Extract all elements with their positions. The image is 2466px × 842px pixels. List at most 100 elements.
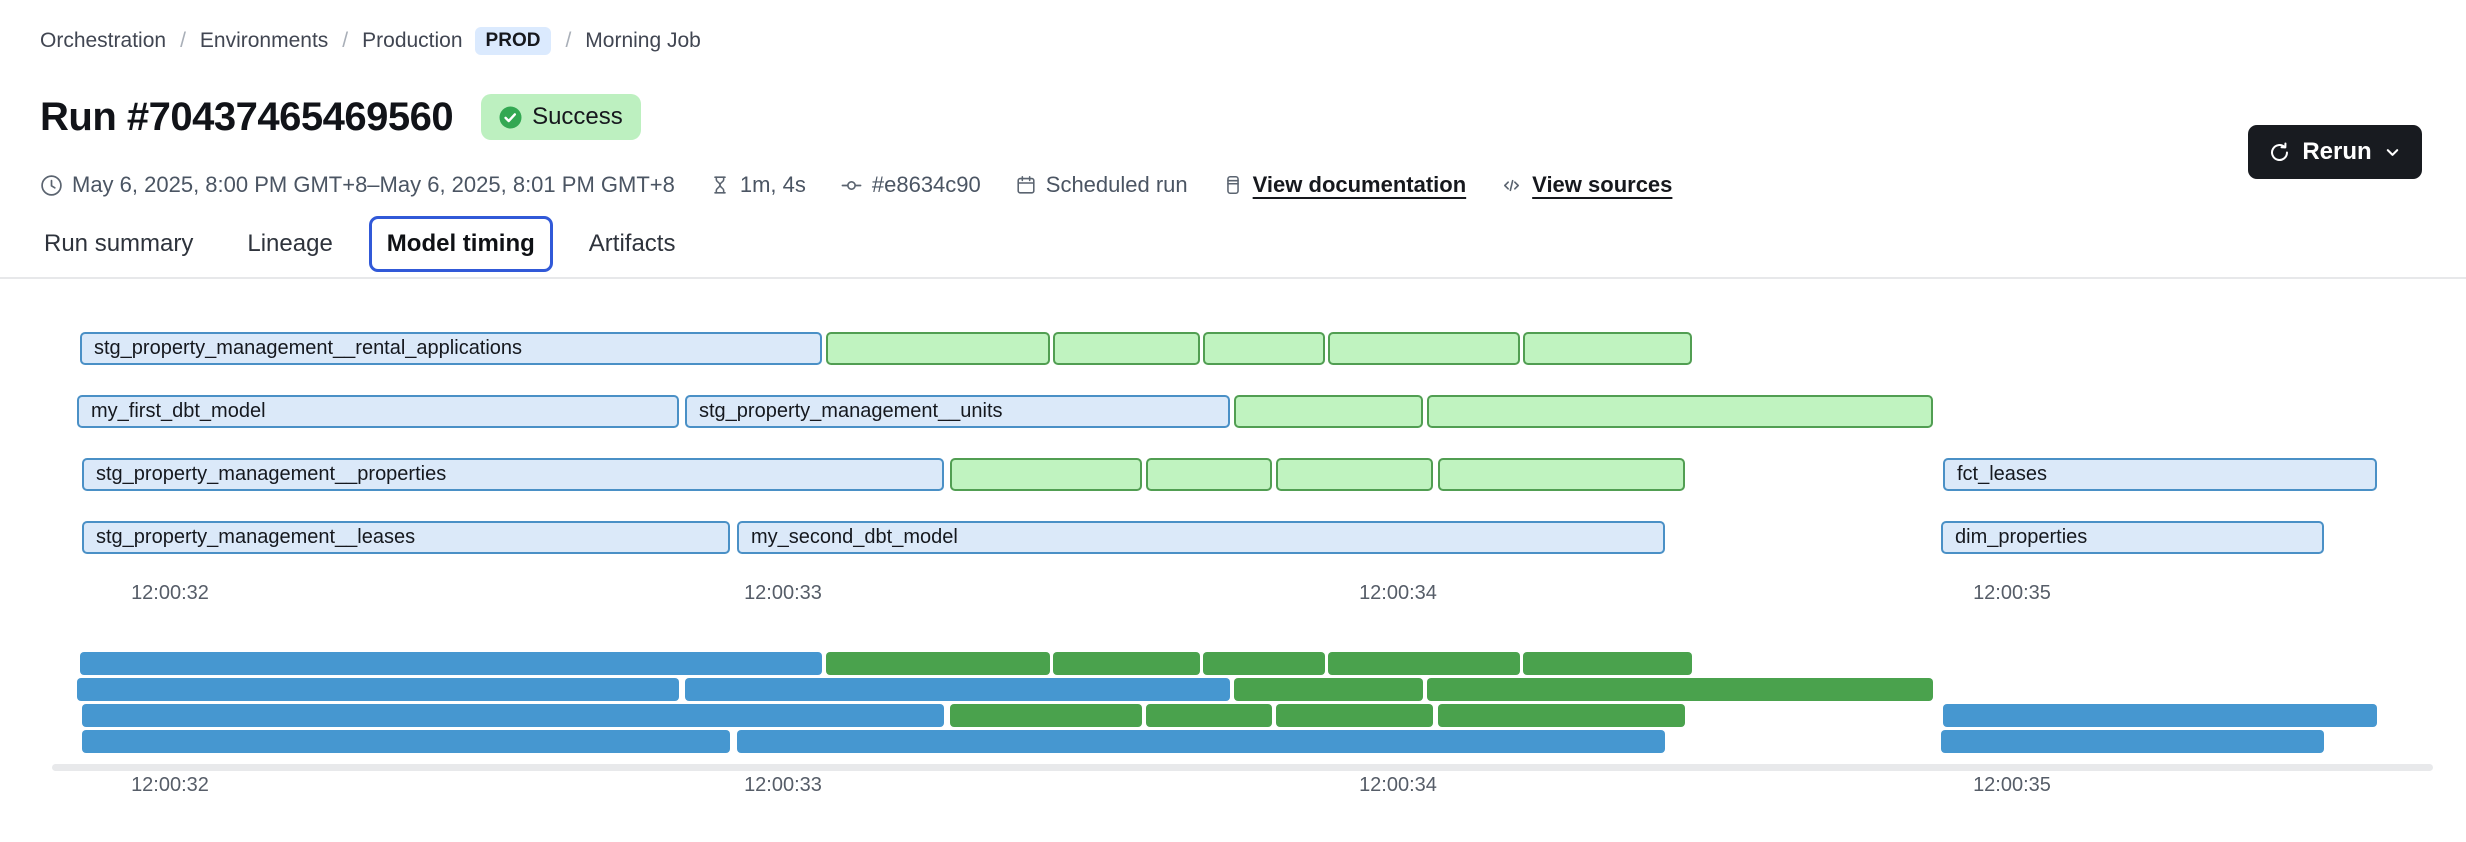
axis-tick-label: 12:00:35 [1973, 774, 2051, 796]
model-bar-label: stg_property_management__units [699, 400, 1003, 422]
timing-bar[interactable] [1427, 395, 1933, 428]
calendar-icon [1017, 175, 1035, 194]
model-bar-label: dim_properties [1955, 526, 2088, 548]
run-trigger-text: Scheduled run [1045, 172, 1188, 197]
model-bar-label: my_second_dbt_model [751, 526, 958, 548]
breadcrumb: Orchestration / Environments / Productio… [40, 27, 701, 55]
breadcrumb-production[interactable]: Production [362, 29, 463, 52]
tab-artifacts[interactable]: Artifacts [588, 230, 676, 257]
timing-bar[interactable] [1328, 332, 1520, 365]
page-title: Run #70437465469560 [40, 94, 454, 139]
breadcrumb-orchestration[interactable]: Orchestration [40, 29, 167, 52]
minimap-row [0, 652, 2466, 675]
timing-bar[interactable] [1146, 458, 1272, 491]
breadcrumb-production-group: Production PROD [362, 27, 552, 55]
status-badge-label: Success [532, 103, 623, 130]
minimap-row [0, 704, 2466, 727]
minimap-bar [1276, 704, 1433, 727]
minimap-bar [737, 730, 1665, 753]
clock-icon [41, 174, 62, 196]
run-duration: 1m, 4s [709, 172, 806, 198]
model-bar-stg_property_management__leases[interactable]: stg_property_management__leases [82, 521, 730, 554]
model-bar-label: fct_leases [1957, 463, 2048, 485]
model-bar-label: my_first_dbt_model [91, 400, 266, 422]
model-bar-fct_leases[interactable]: fct_leases [1943, 458, 2377, 491]
prod-badge: PROD [474, 27, 552, 55]
minimap-bar [950, 704, 1142, 727]
minimap-row [0, 678, 2466, 701]
minimap-bar [1053, 652, 1200, 675]
axis-tick-label: 12:00:32 [131, 582, 209, 604]
timing-bar[interactable] [1438, 458, 1685, 491]
model-bar-my_second_dbt_model[interactable]: my_second_dbt_model [737, 521, 1665, 554]
gantt-row: stg_property_management__leases my_second… [0, 521, 2466, 554]
minimap-bar [1438, 704, 1685, 727]
breadcrumb-separator: / [565, 29, 572, 52]
tab-run-summary[interactable]: Run summary [44, 230, 194, 257]
breadcrumb-environments[interactable]: Environments [199, 29, 329, 52]
timing-bar[interactable] [1053, 332, 1200, 365]
view-sources[interactable]: View sources [1500, 172, 1672, 198]
chevron-down-icon[interactable] [2383, 143, 2402, 162]
run-meta-row: May 6, 2025, 8:00 PM GMT+8–May 6, 2025, … [40, 172, 1672, 198]
axis-tick-label: 12:00:32 [131, 774, 209, 796]
minimap-bar [82, 704, 944, 727]
gantt-row: my_first_dbt_model stg_property_managemen… [0, 395, 2466, 428]
timing-bar[interactable] [1203, 332, 1325, 365]
model-bar-stg_property_management__units[interactable]: stg_property_management__units [685, 395, 1230, 428]
timing-axis: 12:00:32 12:00:33 12:00:34 12:00:35 [0, 582, 2466, 606]
model-timing-chart: stg_property_management__rental_applicat… [0, 332, 2466, 562]
run-time-range-text: May 6, 2025, 8:00 PM GMT+8–May 6, 2025, … [72, 172, 675, 197]
model-bar-label: stg_property_management__rental_applicat… [94, 337, 523, 359]
timing-minimap[interactable] [0, 652, 2466, 756]
minimap-bar [1234, 678, 1423, 701]
minimap-bar [1328, 652, 1520, 675]
minimap-bar [77, 678, 679, 701]
check-circle-icon [499, 106, 522, 128]
timing-bar[interactable] [1523, 332, 1692, 365]
minimap-axis: 12:00:32 12:00:33 12:00:34 12:00:35 [0, 774, 2466, 798]
minimap-bar [1203, 652, 1325, 675]
minimap-bar [1146, 704, 1272, 727]
view-documentation-link[interactable]: View documentation [1252, 172, 1467, 197]
commit-hash: #e8634c90 [840, 172, 981, 198]
hourglass-icon [714, 176, 726, 194]
model-bar-label: stg_property_management__properties [96, 463, 447, 485]
minimap-bar [1941, 730, 2324, 753]
model-bar-stg_property_management__rental_applications[interactable]: stg_property_management__rental_applicat… [80, 332, 822, 365]
run-trigger: Scheduled run [1015, 172, 1188, 198]
view-documentation[interactable]: View documentation [1222, 172, 1467, 198]
title-row: Run #70437465469560 Success [40, 94, 641, 140]
minimap-bar [82, 730, 730, 753]
minimap-bar [685, 678, 1230, 701]
axis-tick-label: 12:00:35 [1973, 582, 2051, 604]
model-bar-my_first_dbt_model[interactable]: my_first_dbt_model [77, 395, 679, 428]
timing-bar[interactable] [1276, 458, 1433, 491]
minimap-bar [80, 652, 822, 675]
minimap-row [0, 730, 2466, 753]
rerun-button[interactable]: Rerun [2248, 125, 2422, 179]
commit-hash-text: #e8634c90 [871, 172, 981, 197]
view-sources-link[interactable]: View sources [1532, 172, 1673, 197]
minimap-bar [1523, 652, 1692, 675]
breadcrumb-separator: / [342, 29, 349, 52]
axis-tick-label: 12:00:33 [744, 582, 822, 604]
breadcrumb-separator: / [180, 29, 186, 52]
run-tabs: Run summary Lineage Model timing Artifac… [26, 216, 693, 272]
minimap-scroll-track[interactable] [52, 764, 2433, 771]
breadcrumb-morning-job: Morning Job [585, 29, 701, 52]
tab-model-timing[interactable]: Model timing [368, 216, 553, 272]
model-bar-dim_properties[interactable]: dim_properties [1941, 521, 2324, 554]
run-duration-text: 1m, 4s [739, 172, 806, 197]
model-bar-stg_property_management__properties[interactable]: stg_property_management__properties [82, 458, 944, 491]
status-badge: Success [481, 94, 641, 140]
gantt-row: stg_property_management__rental_applicat… [0, 332, 2466, 365]
timing-bar[interactable] [1234, 395, 1423, 428]
tabs-divider [0, 277, 2466, 279]
timing-bar[interactable] [950, 458, 1142, 491]
timing-bar[interactable] [826, 332, 1050, 365]
minimap-bar [1427, 678, 1933, 701]
model-bar-label: stg_property_management__leases [96, 526, 416, 548]
tab-lineage[interactable]: Lineage [247, 230, 333, 257]
